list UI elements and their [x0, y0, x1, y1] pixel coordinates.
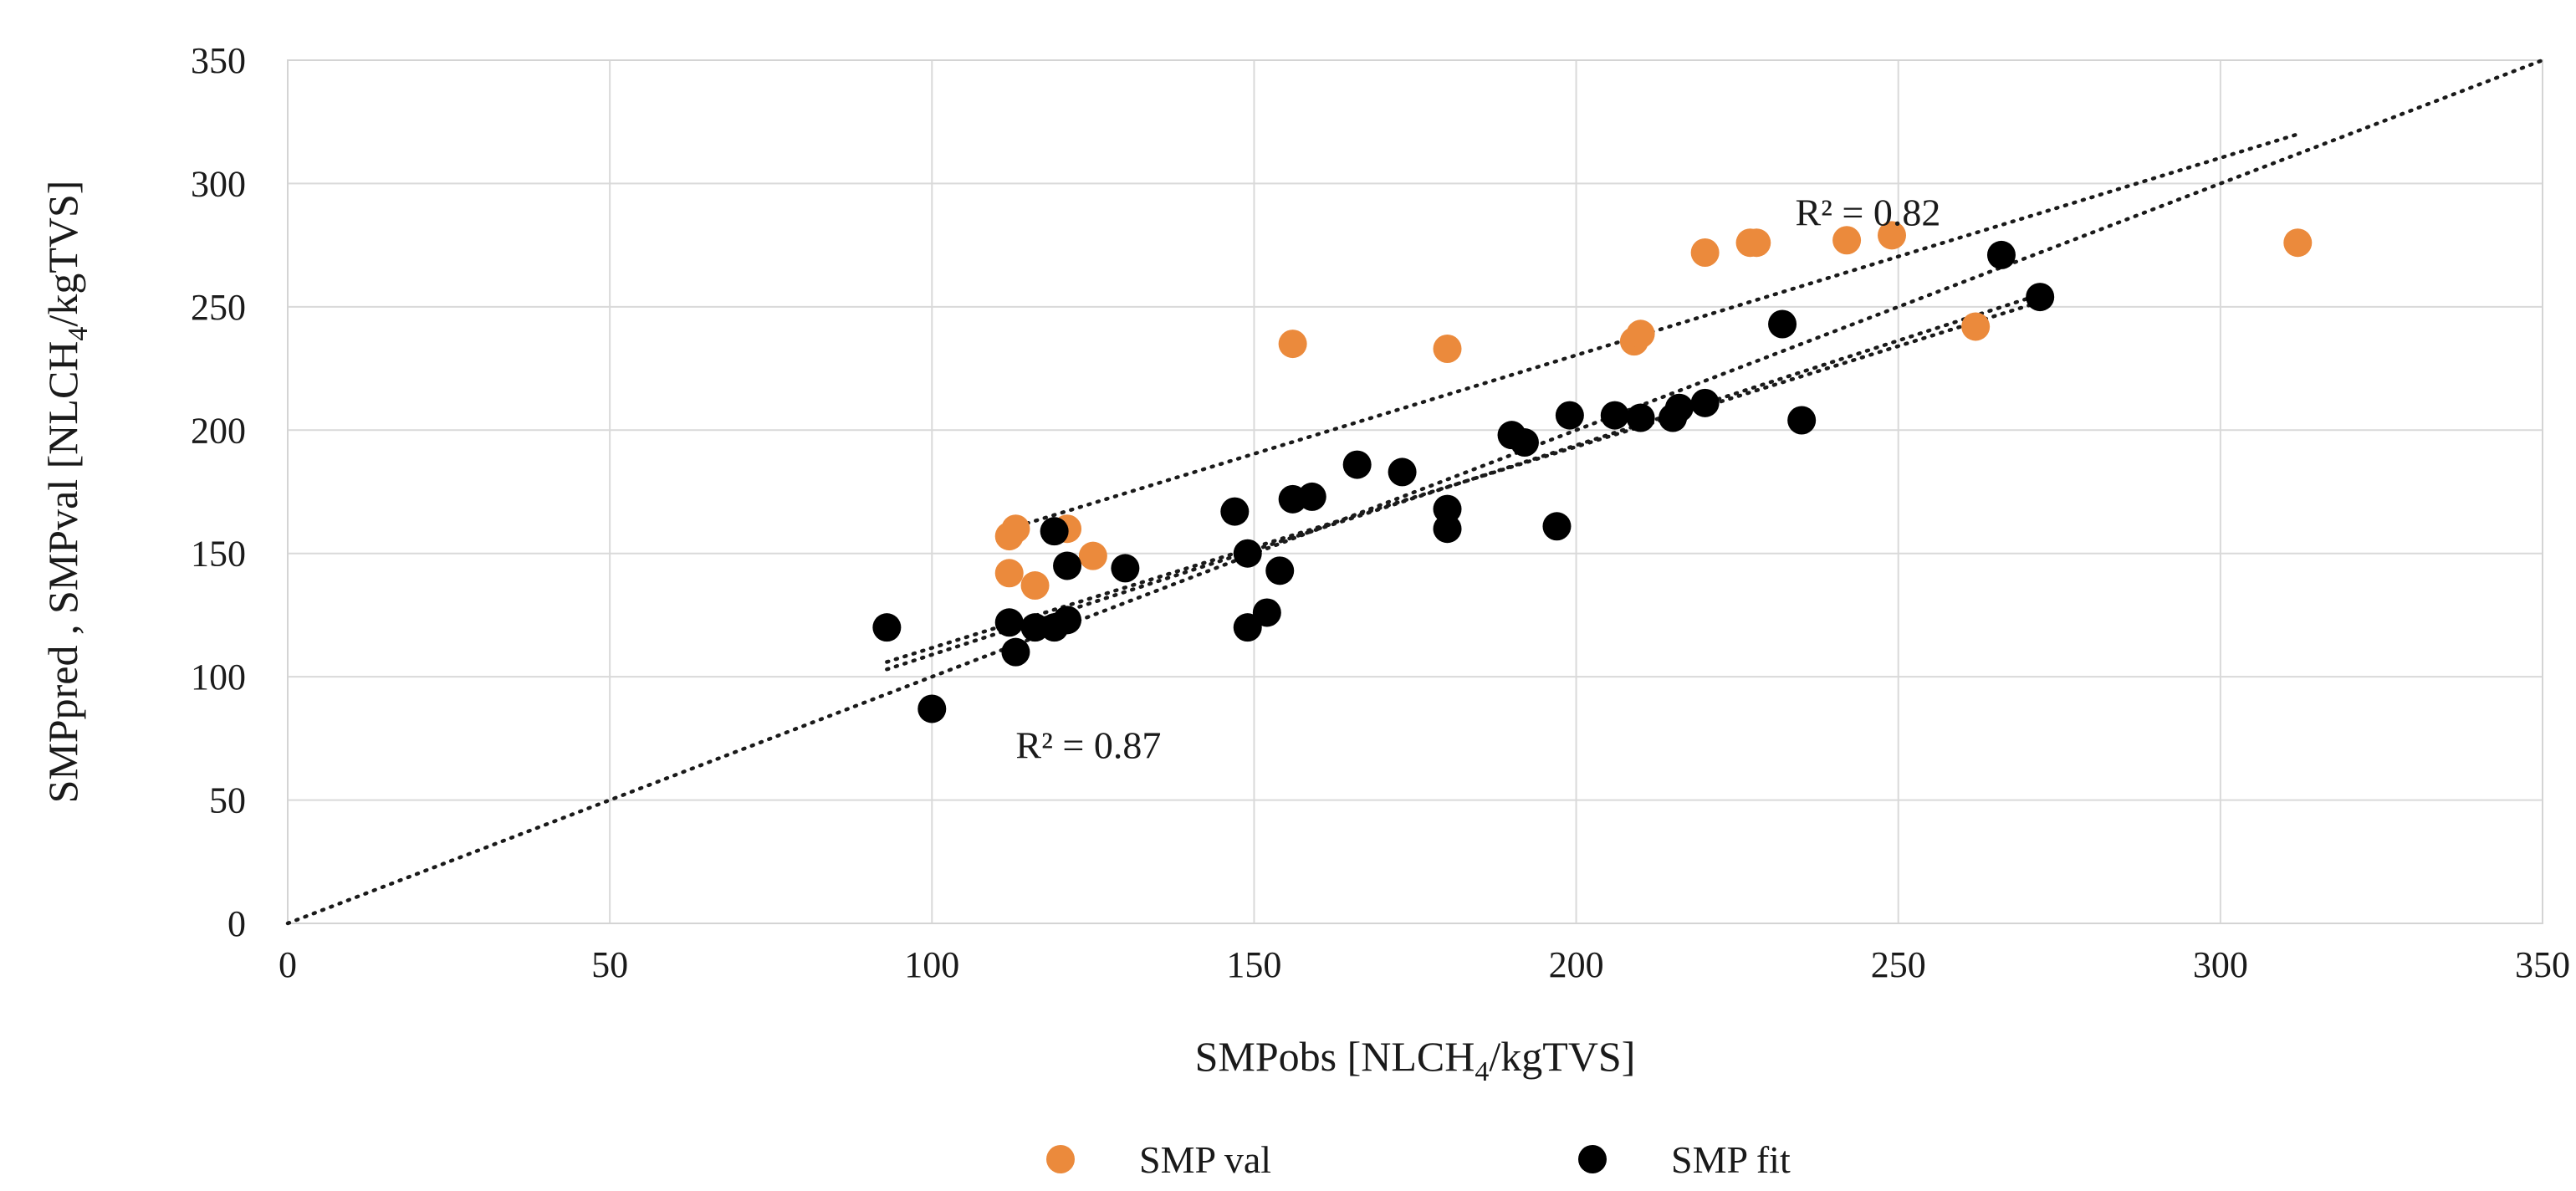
gridlines — [287, 59, 2543, 924]
point-smp-fit — [1053, 606, 1082, 635]
x-tick-label: 200 — [1549, 944, 1604, 985]
point-smp-fit — [2026, 283, 2055, 312]
point-smp-fit — [1053, 551, 1082, 580]
point-smp-fit — [1388, 457, 1417, 487]
point-smp-val — [1690, 238, 1720, 267]
point-smp-fit — [1220, 497, 1250, 526]
point-smp-fit — [1233, 613, 1262, 642]
point-smp-val — [1001, 514, 1030, 544]
x-tick-label: 150 — [1226, 944, 1281, 985]
legend-label-smp-fit: SMP fit — [1671, 1138, 1791, 1181]
point-smp-fit — [1040, 517, 1069, 546]
point-smp-fit — [1265, 556, 1295, 585]
point-smp-val — [1278, 330, 1307, 359]
y-tick-label: 50 — [209, 780, 246, 821]
y-axis-title-main: SMPpred , SMPval [NLCH — [39, 341, 86, 804]
point-smp-fit — [1342, 450, 1372, 479]
reference-line-1to1 — [285, 58, 2545, 926]
x-tick-label: 300 — [2193, 944, 2248, 985]
point-smp-fit — [1252, 598, 1281, 627]
y-tick-label: 300 — [191, 163, 246, 204]
legend-marker-smp-fit — [1578, 1145, 1607, 1173]
point-smp-fit — [1433, 514, 1462, 544]
x-axis-title-rest: /kgTVS] — [1489, 1033, 1635, 1080]
r2-annotations: R² = 0.82 R² = 0.87 — [1015, 192, 1940, 767]
point-smp-val — [994, 559, 1024, 588]
r2-label-fit: R² = 0.87 — [1015, 723, 1161, 766]
plot-area — [287, 59, 2543, 924]
point-smp-fit — [1233, 539, 1262, 568]
y-tick-label: 100 — [191, 657, 246, 698]
point-smp-fit — [1664, 393, 1694, 422]
point-smp-fit — [1600, 401, 1629, 430]
point-smp-fit — [1542, 512, 1572, 541]
point-smp-fit — [1626, 403, 1655, 432]
x-tick-label: 50 — [591, 944, 628, 985]
point-smp-fit — [994, 608, 1024, 637]
x-axis-title-subscript: 4 — [1475, 1056, 1489, 1087]
y-tick-label: 250 — [191, 287, 246, 328]
point-smp-val — [1742, 228, 1771, 258]
x-axis-title-main: SMPobs [NLCH — [1195, 1033, 1475, 1080]
legend: SMP val SMP fit — [1046, 1138, 1791, 1181]
y-tick-label: 200 — [191, 410, 246, 451]
x-tick-label: 100 — [904, 944, 959, 985]
point-smp-val — [1020, 571, 1050, 601]
point-smp-fit — [1510, 428, 1539, 457]
y-tick-label: 350 — [191, 40, 246, 81]
point-smp-fit — [872, 613, 902, 642]
x-tick-label: 350 — [2515, 944, 2570, 985]
x-tick-label: 250 — [1871, 944, 1926, 985]
point-smp-fit — [1690, 388, 1720, 417]
point-smp-val — [1961, 312, 1991, 341]
y-axis-ticks: 0 50 100 150 200 250 300 350 — [191, 40, 246, 944]
y-axis-title-subscript: 4 — [63, 327, 94, 341]
y-tick-label: 0 — [227, 903, 246, 944]
x-axis-title: SMPobs [NLCH4/kgTVS] — [1195, 1033, 1636, 1087]
x-tick-label: 0 — [279, 944, 297, 985]
trendline — [885, 299, 2042, 664]
y-axis-title: SMPpred , SMPval [NLCH4/kgTVS] — [39, 181, 94, 804]
point-smp-fit — [1768, 309, 1797, 339]
point-smp-val — [2283, 228, 2313, 258]
data-points — [872, 221, 2313, 723]
y-tick-label: 150 — [191, 534, 246, 575]
point-smp-val — [1626, 319, 1655, 349]
point-smp-val — [1878, 221, 1907, 250]
point-smp-val — [1433, 334, 1462, 363]
point-smp-fit — [1001, 637, 1030, 667]
legend-marker-smp-val — [1046, 1145, 1075, 1173]
point-smp-fit — [1555, 401, 1584, 430]
point-smp-fit — [1111, 554, 1140, 583]
point-smp-fit — [1433, 494, 1462, 524]
point-smp-fit — [1297, 482, 1326, 511]
point-smp-fit — [1787, 406, 1817, 435]
point-smp-val — [1078, 541, 1107, 570]
y-axis-title-rest: /kgTVS] — [39, 181, 86, 327]
point-smp-fit — [917, 694, 947, 723]
legend-label-smp-val: SMP val — [1139, 1138, 1271, 1181]
x-axis-ticks: 0 50 100 150 200 250 300 350 — [279, 944, 2570, 985]
point-smp-val — [1832, 226, 1862, 255]
point-smp-fit — [1986, 240, 2016, 269]
r2-label-val: R² = 0.82 — [1795, 192, 1940, 234]
trendline — [885, 292, 2042, 672]
